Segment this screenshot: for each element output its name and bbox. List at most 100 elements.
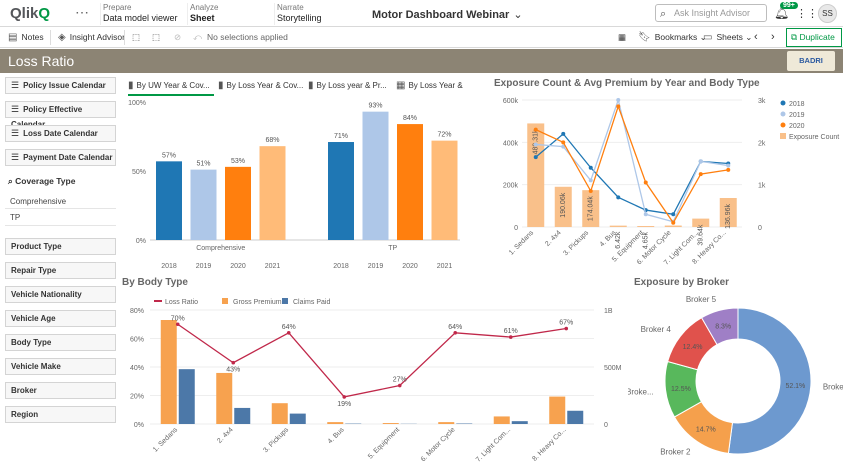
coverage-type-filter[interactable]: ⌕ Coverage Type (8, 176, 75, 187)
notes-button[interactable]: ▤ Notes (8, 31, 44, 44)
bar-gross-premium (327, 422, 344, 424)
y-left-tick: 80% (130, 308, 144, 315)
slice-label: Broker 2 (660, 447, 691, 456)
next-sheet-icon[interactable]: › (771, 31, 775, 43)
point (698, 159, 703, 164)
data-label: 71% (334, 133, 348, 140)
filter-vehicle-age[interactable]: Vehicle Age (5, 310, 116, 327)
nav-analyze[interactable]: Analyze Sheet (187, 3, 272, 25)
notes-icon: ▤ (8, 32, 18, 43)
grid-view-icon[interactable]: ▦ (618, 32, 627, 42)
table-icon: ▦ (396, 80, 406, 91)
prev-sheet-icon[interactable]: ‹ (754, 31, 758, 43)
smart-search-icon[interactable]: ⬚ (132, 32, 141, 42)
insight-advisor-label: Insight Advisor (69, 32, 125, 42)
bar (554, 186, 572, 227)
tab-uw-year-coverage[interactable]: ▮ By UW Year & Cov... (128, 78, 214, 96)
loss-ratio-line (177, 323, 567, 398)
data-label: 67% (559, 320, 573, 327)
filter-product-type[interactable]: Product Type (5, 238, 116, 255)
legend-swatch (780, 133, 786, 139)
data-label: 57% (162, 152, 176, 159)
insight-search-input[interactable]: ⌕ Ask Insight Advisor (655, 4, 767, 22)
filter-broker[interactable]: Broker (5, 382, 116, 399)
x-tick-label: 7. Light Com... (475, 426, 512, 463)
coverage-value-tp[interactable]: TP (10, 213, 21, 222)
search-icon: ⌕ (660, 8, 667, 20)
y-left-tick: 0% (134, 422, 144, 429)
filter-vehicle-nationality[interactable]: Vehicle Nationality (5, 286, 116, 303)
clear-selections-icon[interactable]: ⊘ (174, 32, 182, 42)
filter-policy-effective-calendar[interactable]: ☰Policy Effective Calendar (5, 101, 116, 129)
filter-payment-date-calendar[interactable]: ☰ Payment Date Calendar (5, 149, 116, 166)
lasso-select-icon[interactable]: ⬚ (152, 32, 161, 42)
donut-slice (700, 307, 739, 346)
bookmarks-label: Bookmarks (654, 32, 698, 42)
step-back-icon[interactable]: ⤺ (193, 32, 203, 42)
y-tick-label: 0% (136, 238, 146, 245)
body-type-chart: Loss Ratio Gross Premium Claims Paid 0% 20% 4… (130, 298, 622, 464)
sheets-label: Sheets (716, 32, 743, 42)
notification-bell-icon[interactable]: 🔔︎ (774, 6, 790, 20)
data-label: 64% (448, 324, 462, 331)
tab-loss-year-coverage[interactable]: ▮ By Loss Year & Cov... (218, 78, 304, 96)
point (508, 335, 513, 339)
tab-loss-year-product[interactable]: ▮ By Loss year & Pr... (308, 78, 394, 96)
notification-badge: 99+ (780, 2, 798, 9)
avatar[interactable]: SS (818, 4, 837, 23)
x-tick-label: 3. Pickups (262, 426, 290, 454)
qlik-logo[interactable]: QlikQ (10, 5, 51, 22)
filter-region[interactable]: Region (5, 406, 116, 423)
app-title-dropdown[interactable]: Motor Dashboard Webinar ⌄ (372, 8, 523, 21)
point (616, 104, 621, 109)
bar-gross-premium (493, 416, 510, 424)
bar (664, 225, 682, 227)
x-tick-label: 4. Bus (327, 426, 346, 445)
y-left-tick: 20% (130, 394, 144, 401)
filter-label: Loss Date Calendar (23, 129, 98, 138)
point (616, 98, 621, 102)
bar (637, 226, 655, 227)
filter-pane: ☰ Policy Issue Calendar ☰ Policy Effective… (0, 73, 122, 474)
data-label: 39.64k (698, 224, 705, 246)
x-tick-label: 6. Motor Cycle (420, 426, 457, 463)
filter-loss-date-calendar[interactable]: ☰ Loss Date Calendar (5, 125, 116, 142)
tab-loss-year-other[interactable]: ▦By Loss Year & ... (396, 78, 464, 96)
point (561, 131, 566, 136)
data-label: 51% (196, 161, 210, 168)
nav-prepare[interactable]: Prepare Data model viewer (100, 3, 185, 25)
calendar-filter-icon: ☰ (11, 128, 20, 138)
data-label: 6.42k (615, 231, 622, 249)
bookmarks-button[interactable]: 🔖︎ Bookmarks ⌄ (638, 32, 707, 43)
bar-claims-paid (178, 369, 195, 424)
nav-narrate[interactable]: Narrate Storytelling (274, 3, 359, 25)
slice-value: 14.7% (696, 427, 716, 434)
slice-label: Broke... (628, 387, 654, 396)
y-right-tick: 500M (604, 365, 622, 372)
x-tick-year: 2020 (230, 263, 246, 270)
filter-label: Payment Date Calendar (23, 153, 113, 162)
coverage-value-comprehensive[interactable]: Comprehensive (10, 197, 67, 206)
data-label: 70% (171, 315, 185, 322)
bar (362, 111, 389, 240)
legend-swatch (222, 298, 228, 304)
filter-body-type[interactable]: Body Type (5, 334, 116, 351)
point (286, 331, 291, 335)
sheets-button[interactable]: ▭ Sheets ⌄ (703, 32, 753, 43)
filter-policy-issue-calendar[interactable]: ☰ Policy Issue Calendar (5, 77, 116, 94)
bar-claims-paid (567, 410, 584, 424)
legend-label: Claims Paid (293, 299, 330, 306)
x-tick-label: 1. Sedans (152, 426, 180, 454)
filter-repair-type[interactable]: Repair Type (5, 262, 116, 279)
data-label: 43% (226, 367, 240, 374)
insight-advisor-button[interactable]: ◈ Insight Advisor (58, 31, 125, 44)
point (561, 144, 566, 149)
bar-chart-icon: ▮ (218, 80, 224, 91)
bar-gross-premium (160, 320, 177, 424)
duplicate-button[interactable]: ⧉ Duplicate (786, 28, 842, 47)
data-label: 136.96k (725, 204, 732, 229)
point (564, 326, 569, 331)
more-menu-icon[interactable]: ⋯ (75, 4, 90, 20)
filter-vehicle-make[interactable]: Vehicle Make (5, 358, 116, 375)
x-tick-label: 1. Sedans (508, 229, 536, 257)
